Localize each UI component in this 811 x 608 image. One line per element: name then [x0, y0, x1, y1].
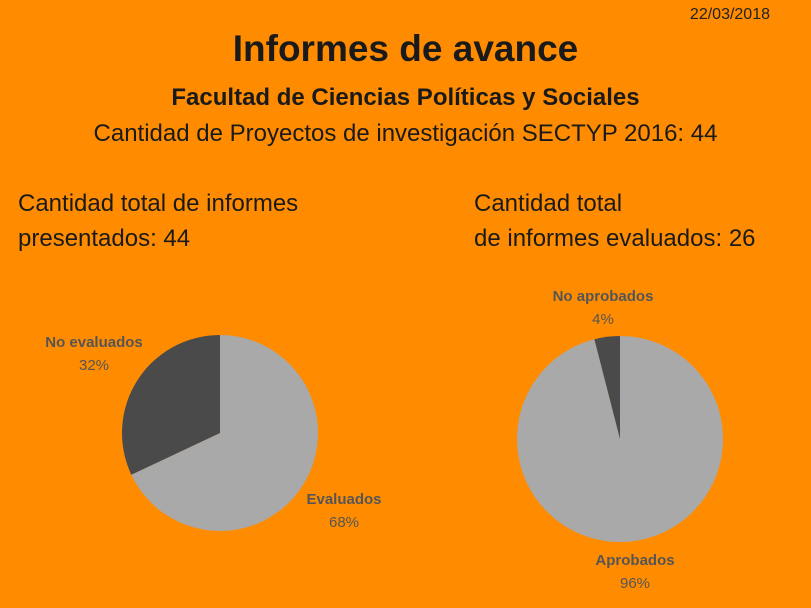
pie1-label-evaluados: Evaluados 68% [264, 488, 424, 534]
page-subtitle: Facultad de Ciencias Políticas y Sociale… [171, 84, 640, 111]
presented-pie-chart [122, 335, 318, 531]
pie2-slice-name: Aprobados [595, 552, 675, 569]
pie2-slice-pct: 4% [592, 311, 614, 328]
pie2-label-no-aprobados: No aprobados 4% [523, 285, 683, 331]
evaluated-heading-line1: Cantidad total [474, 190, 623, 217]
presented-heading-line2: presentados: 44 [18, 225, 191, 252]
presented-heading-line1: Cantidad total de informes [18, 190, 299, 217]
pie1-label-no-evaluados: No evaluados 32% [14, 331, 174, 377]
pie2-slice-pct: 96% [619, 575, 651, 592]
pie2-label-aprobados: Aprobados 96% [555, 549, 715, 595]
pie1-slice-no-evaluados [122, 335, 220, 475]
evaluated-pie-chart [517, 336, 723, 542]
report-date: 22/03/2018 [689, 6, 770, 23]
projects-summary: Cantidad de Proyectos de investigación S… [93, 120, 718, 147]
pie1-slice-pct: 32% [78, 357, 110, 374]
pie2-slice-name: No aprobados [552, 288, 654, 305]
pie1-slice-name: No evaluados [45, 334, 143, 351]
page-title: Informes de avance [232, 28, 579, 69]
pie2-slice-no-aprobados [594, 336, 620, 439]
evaluated-heading-line2: de informes evaluados: 26 [474, 225, 756, 252]
pie1-slice-evaluados [131, 335, 318, 531]
evaluated-reports-heading: Cantidad total de informes evaluados: 26 [474, 186, 804, 256]
pie1-slice-name: Evaluados [306, 491, 382, 508]
presented-reports-heading: Cantidad total de informes presentados: … [18, 186, 378, 256]
pie1-slice-pct: 68% [328, 514, 360, 531]
